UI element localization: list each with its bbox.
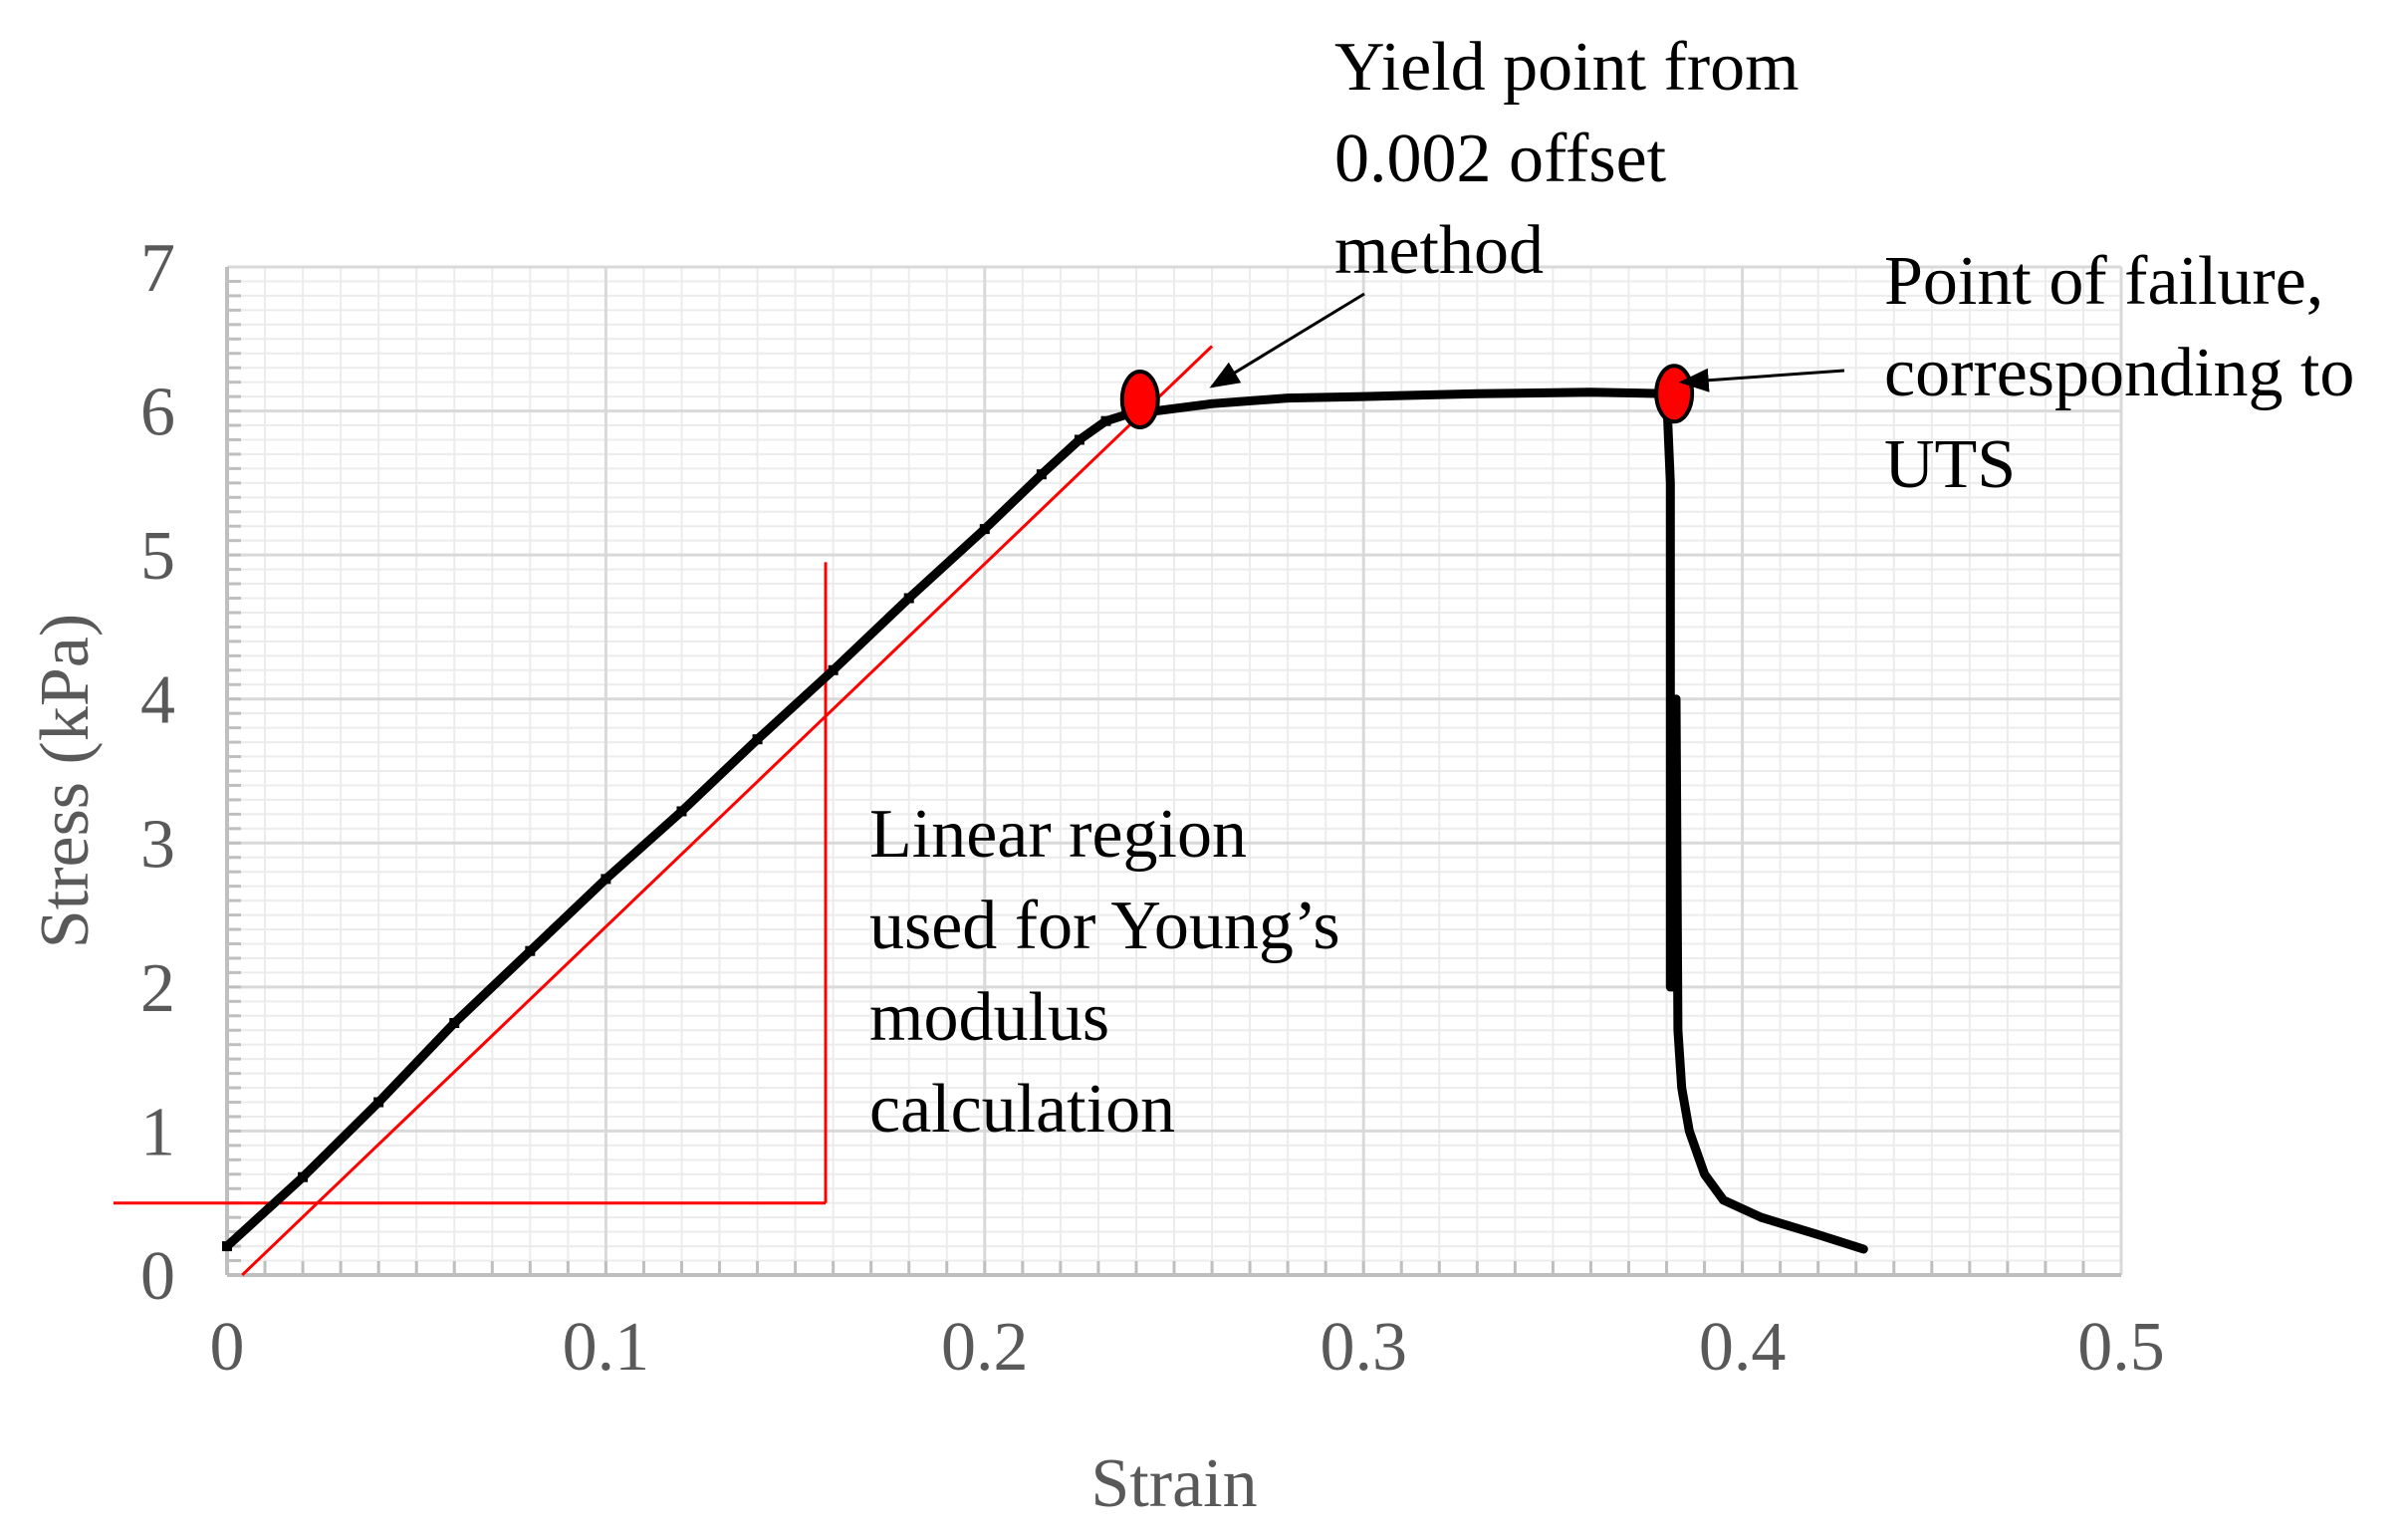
annotation-failure-line: corresponding to xyxy=(1884,335,2354,411)
x-tick-label: 0.1 xyxy=(563,1309,650,1386)
chart-text: 0 0.1 0.2 0.3 0.4 0.5 0 1 2 3 4 5 6 7 Strain Stress (kP… xyxy=(27,29,2354,1522)
y-tick-label: 1 xyxy=(140,1094,175,1170)
y-tick-label: 5 xyxy=(140,518,175,595)
y-tick-label: 7 xyxy=(140,230,175,307)
annotation-failure-line: UTS xyxy=(1884,426,2016,503)
annotation-failure-arrow xyxy=(1678,368,1845,392)
x-tick-label: 0.2 xyxy=(941,1309,1029,1386)
y-tick-label: 4 xyxy=(140,662,175,739)
data-point xyxy=(222,1241,232,1252)
y-tick-label: 3 xyxy=(140,806,175,883)
annotation-yield-arrow xyxy=(1209,292,1365,388)
data-point xyxy=(979,524,990,535)
y-axis-title: Stress (kPa) xyxy=(27,614,104,948)
data-point xyxy=(373,1097,384,1108)
markers xyxy=(1119,364,1695,430)
series xyxy=(222,387,1868,1254)
data-point xyxy=(298,1171,309,1182)
yield-point-marker xyxy=(1119,370,1160,430)
reference-lines xyxy=(113,345,1214,1277)
stress-strain-line xyxy=(222,387,1868,1254)
data-point xyxy=(449,1018,460,1028)
data-point xyxy=(601,874,611,885)
y-tick-label: 0 xyxy=(140,1238,175,1315)
grid xyxy=(225,265,2123,1277)
annotation-linear-line: Linear region xyxy=(869,796,1247,873)
data-point xyxy=(676,806,687,817)
point-of-failure-marker xyxy=(1654,364,1695,424)
x-tick-label: 0.3 xyxy=(1320,1309,1407,1386)
annotation-yield-line: Yield point from xyxy=(1334,29,1800,106)
x-tick-label: 0.5 xyxy=(2077,1309,2165,1386)
data-point xyxy=(1036,469,1047,480)
annotation-linear-line: modulus xyxy=(869,979,1109,1056)
annotation-yield-line: 0.002 offset xyxy=(1334,121,1667,197)
data-point xyxy=(752,734,763,745)
0-002-offset-line xyxy=(241,345,1214,1277)
data-point xyxy=(903,593,914,604)
data-point xyxy=(1100,415,1111,426)
x-tick-label: 0 xyxy=(210,1309,245,1386)
data-point xyxy=(1074,434,1084,445)
x-tick-label: 0.4 xyxy=(1699,1309,1787,1386)
annotation-linear-line: calculation xyxy=(869,1071,1175,1148)
annotation-failure-line: Point of failure, xyxy=(1884,243,2323,320)
data-point xyxy=(828,664,839,675)
y-tick-label: 2 xyxy=(140,950,175,1027)
y-tick-label: 6 xyxy=(140,375,175,451)
data-point xyxy=(525,945,536,956)
annotation-yield-line: method xyxy=(1334,212,1544,289)
annotation-linear-line: used for Young’s xyxy=(869,888,1340,964)
annotation-arrows xyxy=(1209,292,1845,392)
x-axis-title: Strain xyxy=(1090,1445,1257,1522)
